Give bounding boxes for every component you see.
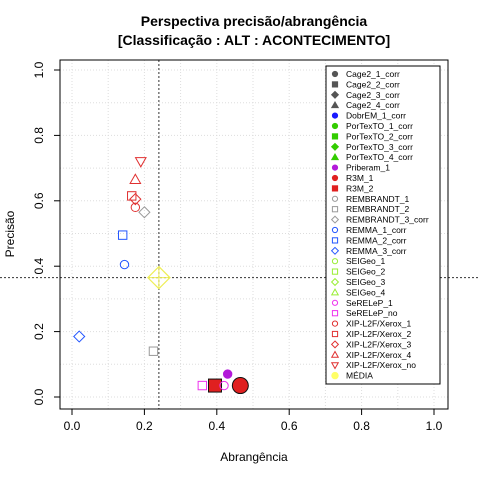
legend-label: REMBRANDT_3_corr: [346, 215, 429, 225]
legend-label: SEIGeo_4: [346, 287, 385, 297]
x-tick-label: 1.0: [426, 419, 443, 433]
legend-label: R3M_1: [346, 173, 374, 183]
legend-label: PorTexTO_2_corr: [346, 131, 413, 141]
y-tick-label: 1.0: [32, 61, 46, 78]
legend-label: XIP-L2F/Xerox_4: [346, 350, 411, 360]
legend-label: Cage2_4_corr: [346, 100, 400, 110]
legend-label: XIP-L2F/Xerox_3: [346, 339, 411, 349]
x-tick-label: 0.4: [208, 419, 225, 433]
legend-symbol-seigeo-1: [331, 258, 339, 265]
legend-label: SEIGeo_3: [346, 277, 385, 287]
x-tick-label: 0.8: [353, 419, 370, 433]
legend-label: XIP-L2F/Xerox_2: [346, 329, 411, 339]
legend-symbol-seigeo-3: [330, 277, 340, 287]
data-point-remma-3-corr: [73, 330, 86, 343]
data-point-remma-2-corr: [117, 230, 128, 240]
legend-symbol-rembrandt-1: [331, 195, 339, 202]
legend-symbol-serelep-no: [331, 310, 339, 317]
data-point-xip-l2f-xerox-2: [127, 191, 137, 201]
legend-symbol-portexto-3-corr: [330, 142, 340, 151]
data-point-xip-l2f-xerox-no: [134, 157, 147, 168]
legend-symbol-portexto-1-corr: [331, 122, 339, 130]
y-tick-label: 0.0: [32, 388, 46, 405]
legend: Cage2_1_corrCage2_2_corrCage2_3_corrCage…: [325, 65, 441, 385]
legend-label: PorTexTO_4_corr: [346, 152, 413, 162]
legend-label: Priberam_1: [346, 163, 390, 173]
legend-symbol-xip-l2f-xerox-3: [330, 340, 340, 349]
legend-symbol-r3m-2: [331, 185, 339, 192]
legend-label: Cage2_2_corr: [346, 79, 400, 89]
legend-symbol-xip-l2f-xerox-1: [331, 320, 339, 327]
legend-label: XIP-L2F/Xerox_1: [346, 319, 411, 329]
legend-symbol-remma-1-corr: [331, 226, 339, 234]
legend-label: REMBRANDT_1: [346, 194, 410, 204]
data-point-rembrandt-3-corr: [138, 206, 151, 219]
legend-symbol-portexto-2-corr: [331, 133, 339, 140]
legend-label: XIP-L2F/Xerox_no: [346, 360, 416, 370]
y-tick-label: 0.8: [32, 127, 46, 144]
legend-symbol-rembrandt-3-corr: [330, 215, 340, 224]
data-point-priberam-1: [222, 369, 233, 379]
data-point-xip-l2f-xerox-4: [129, 173, 142, 184]
data-point-xip-l2f-xerox-1: [130, 202, 141, 213]
legend-symbol-seigeo-4: [330, 288, 340, 296]
y-axis: 0.0 0.2 0.4 0.6 0.8 1.0: [32, 61, 60, 405]
data-point-rembrandt-2: [148, 346, 159, 356]
legend-label: SEIGeo_1: [346, 256, 385, 266]
legend-symbol-cage2-1-corr: [331, 70, 339, 78]
data-points: [73, 157, 249, 395]
data-point-r3m-1: [231, 377, 249, 395]
legend-symbol-m-dia: [331, 371, 339, 380]
chart-subtitle: [Classificação : ALT : ACONTECIMENTO]: [118, 32, 390, 48]
data-point-serelep-1: [219, 380, 229, 391]
legend-symbol-priberam-1: [331, 164, 339, 171]
legend-label: PorTexTO_3_corr: [346, 142, 413, 152]
legend-symbol-xip-l2f-xerox-no: [330, 362, 340, 370]
legend-label: R3M_2: [346, 183, 374, 193]
x-tick-label: 0.2: [136, 419, 153, 433]
legend-label: MÉDIA: [346, 371, 373, 381]
legend-symbol-remma-3-corr: [330, 246, 340, 255]
x-axis-label: Abrangência: [220, 450, 288, 464]
legend-label: REMMA_3_corr: [346, 246, 407, 256]
data-point-m-dia: [146, 265, 171, 290]
legend-symbol-dobrem-1-corr: [331, 112, 339, 119]
legend-symbol-cage2-4-corr: [330, 100, 340, 109]
y-axis-label: Precisão: [3, 210, 17, 257]
legend-symbol-serelep-1: [331, 299, 339, 306]
legend-symbol-cage2-2-corr: [331, 81, 339, 88]
legend-label: PorTexTO_1_corr: [346, 121, 413, 131]
data-point-xip-l2f-xerox-3: [129, 192, 142, 206]
legend-label: SeRELeP_1: [346, 298, 393, 308]
data-point-serelep-no: [197, 380, 208, 391]
data-point-remma-1-corr: [119, 259, 130, 270]
legend-box: [325, 65, 441, 385]
legend-label: SeRELeP_no: [346, 308, 398, 318]
legend-symbol-portexto-4-corr: [330, 152, 340, 161]
x-tick-label: 0.0: [64, 419, 81, 433]
legend-label: Cage2_3_corr: [346, 90, 400, 100]
legend-label: REMMA_1_corr: [346, 225, 407, 235]
legend-symbol-seigeo-2: [331, 268, 339, 275]
legend-symbol-xip-l2f-xerox-4: [330, 350, 340, 358]
y-tick-label: 0.4: [32, 258, 46, 275]
x-axis: 0.0 0.2 0.4 0.6 0.8 1.0: [64, 408, 443, 433]
legend-symbol-r3m-1: [331, 174, 339, 182]
legend-symbol-remma-2-corr: [331, 237, 339, 244]
y-tick-label: 0.6: [32, 192, 46, 209]
legend-label: Cage2_1_corr: [346, 69, 400, 79]
legend-label: DobrEM_1_corr: [346, 111, 406, 121]
legend-symbol-rembrandt-2: [331, 206, 339, 213]
legend-label: REMBRANDT_2: [346, 204, 410, 214]
legend-symbol-xip-l2f-xerox-2: [331, 330, 339, 338]
legend-label: REMMA_2_corr: [346, 235, 407, 245]
data-point-r3m-2: [207, 378, 222, 393]
legend-label: SEIGeo_2: [346, 267, 385, 277]
chart-title: Perspectiva precisão/abrangência: [141, 13, 368, 29]
y-tick-label: 0.2: [32, 323, 46, 340]
legend-symbol-cage2-3-corr: [330, 90, 340, 99]
x-tick-label: 0.6: [281, 419, 298, 433]
